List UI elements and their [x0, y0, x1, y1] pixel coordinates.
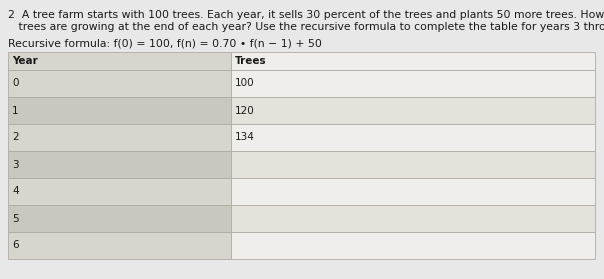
Bar	[231, 205, 595, 232]
Bar	[231, 178, 595, 205]
Text: Year: Year	[12, 56, 37, 66]
Bar	[231, 97, 595, 124]
Bar	[8, 97, 231, 124]
Text: 5: 5	[12, 213, 19, 223]
Text: 100: 100	[235, 78, 255, 88]
Text: 1: 1	[12, 105, 19, 116]
Text: 4: 4	[12, 186, 19, 196]
Bar	[231, 124, 595, 151]
Text: 2  A tree farm starts with 100 trees. Each year, it sells 30 percent of the tree: 2 A tree farm starts with 100 trees. Eac…	[8, 10, 604, 20]
Text: 134: 134	[235, 133, 255, 143]
Text: 2: 2	[12, 133, 19, 143]
Text: trees are growing at the end of each year? Use the recursive formula to complete: trees are growing at the end of each yea…	[8, 22, 604, 32]
Bar	[231, 52, 595, 70]
Bar	[8, 232, 231, 259]
Text: Recursive formula: f(0) = 100, f(n) = 0.70 • f(n − 1) + 50: Recursive formula: f(0) = 100, f(n) = 0.…	[8, 38, 322, 48]
Text: 6: 6	[12, 240, 19, 251]
Bar	[231, 151, 595, 178]
Bar	[8, 151, 231, 178]
Text: 0: 0	[12, 78, 19, 88]
Bar	[8, 178, 231, 205]
Bar	[231, 232, 595, 259]
Text: 3: 3	[12, 160, 19, 170]
Bar	[8, 124, 231, 151]
Text: 120: 120	[235, 105, 255, 116]
Bar	[231, 70, 595, 97]
Bar	[8, 70, 231, 97]
Text: Trees: Trees	[235, 56, 267, 66]
Bar	[8, 52, 231, 70]
Bar	[8, 205, 231, 232]
